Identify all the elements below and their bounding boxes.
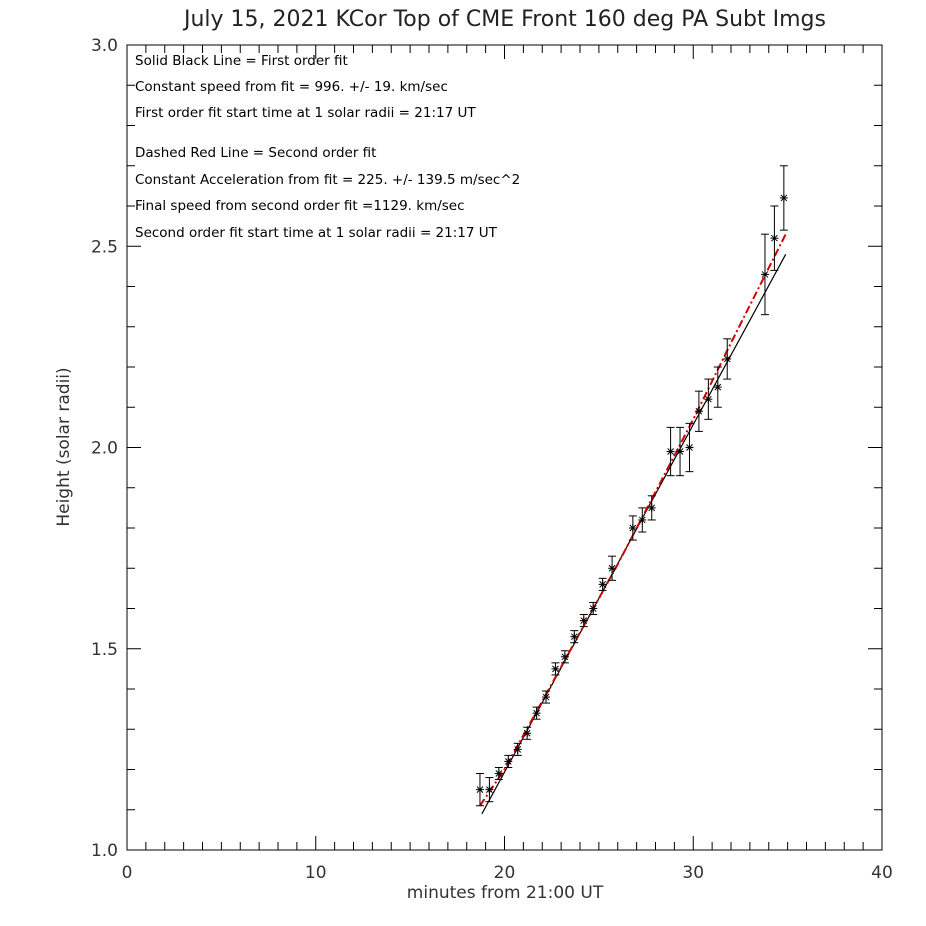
y-tick-label: 1.0 [91, 841, 118, 861]
point-asterisk-stroke [580, 617, 588, 624]
fit-annotation-line: Constant speed from fit = 996. +/- 19. k… [135, 79, 448, 95]
data-point [723, 354, 732, 363]
point-asterisk-stroke [552, 665, 559, 673]
data-point [608, 564, 617, 573]
data-point [779, 193, 788, 202]
point-asterisk-stroke [514, 746, 522, 753]
data-point [628, 524, 637, 532]
point-asterisk-stroke [771, 234, 778, 242]
data-point [542, 693, 551, 702]
point-asterisk-stroke [686, 444, 693, 451]
data-point [494, 769, 503, 778]
data-point [685, 443, 694, 452]
point-asterisk-stroke [504, 758, 512, 765]
x-tick-label: 0 [122, 863, 133, 883]
data-point [589, 604, 598, 613]
y-tick-label: 3.0 [91, 36, 118, 56]
data-point [532, 709, 541, 718]
data-point [713, 383, 722, 392]
tick-labels: 0 10 20 30 40 1.0 1.5 2.0 2.5 3.0 [91, 36, 893, 883]
data-point [598, 580, 607, 589]
data-point [704, 395, 713, 404]
point-asterisk-stroke [542, 693, 550, 701]
point-asterisk-stroke [589, 605, 597, 612]
point-asterisk-stroke [570, 633, 578, 641]
x-tick-label: 10 [305, 863, 327, 883]
point-asterisk-stroke [648, 504, 656, 512]
second-order-fit-line [479, 233, 787, 807]
data-point [647, 503, 656, 512]
plot-frame [126, 44, 883, 851]
data-point [676, 447, 685, 456]
x-axis-label: minutes from 21:00 UT [407, 883, 604, 903]
point-asterisk-stroke [599, 580, 607, 588]
data-point [638, 515, 647, 524]
data-point [760, 270, 769, 279]
point-asterisk-stroke [704, 395, 712, 403]
point-asterisk-stroke [723, 355, 731, 363]
fit-annotation-line: Solid Black Line = First order fit [135, 53, 348, 69]
point-asterisk-stroke [495, 770, 503, 777]
data-point [570, 632, 579, 641]
data-point [513, 745, 522, 754]
point-asterisk-stroke [476, 786, 484, 793]
data-point [485, 785, 494, 794]
data-point [579, 616, 588, 625]
point-asterisk-stroke [667, 448, 674, 455]
point-asterisk-stroke [676, 448, 684, 455]
point-asterisk-stroke [608, 564, 616, 572]
fit-annotation-line: Constant Acceleration from fit = 225. +/… [135, 172, 520, 188]
axis-ticks [126, 44, 883, 851]
data-point [560, 652, 569, 661]
point-asterisk-stroke [695, 407, 703, 415]
fit-annotations: Solid Black Line = First order fit Consta… [135, 53, 520, 241]
y-tick-label: 2.0 [91, 439, 118, 459]
point-asterisk-stroke [561, 653, 569, 661]
fit-annotation-line: First order fit start time at 1 solar ra… [135, 105, 476, 121]
y-axis-label: Height (solar radii) [54, 367, 74, 526]
chart-title: July 15, 2021 KCor Top of CME Front 160 … [182, 7, 826, 32]
data-point [523, 729, 532, 738]
x-tick-label: 40 [871, 863, 893, 883]
data-points [475, 165, 788, 807]
point-asterisk-stroke [714, 383, 722, 391]
data-point [504, 757, 513, 766]
fit-annotation-line: Final speed from second order fit =1129.… [135, 198, 465, 214]
fit-annotation-line: Second order fit start time at 1 solar r… [135, 225, 498, 241]
y-tick-label: 1.5 [91, 640, 118, 660]
y-tick-label: 2.5 [91, 237, 118, 257]
point-asterisk-stroke [533, 709, 540, 717]
point-asterisk-stroke [629, 524, 637, 532]
x-tick-label: 20 [494, 863, 516, 883]
point-asterisk-stroke [486, 786, 493, 793]
fit-annotation-line: Dashed Red Line = Second order fit [135, 145, 376, 161]
point-asterisk-stroke [523, 729, 531, 737]
data-point [694, 407, 703, 416]
fit-lines [479, 233, 787, 815]
point-asterisk-stroke [638, 516, 646, 524]
data-point [666, 447, 675, 456]
point-asterisk-stroke [780, 194, 788, 202]
x-tick-label: 30 [682, 863, 704, 883]
data-point [475, 785, 484, 794]
data-point [551, 664, 560, 673]
point-asterisk-stroke [761, 271, 769, 278]
data-point [770, 234, 779, 243]
